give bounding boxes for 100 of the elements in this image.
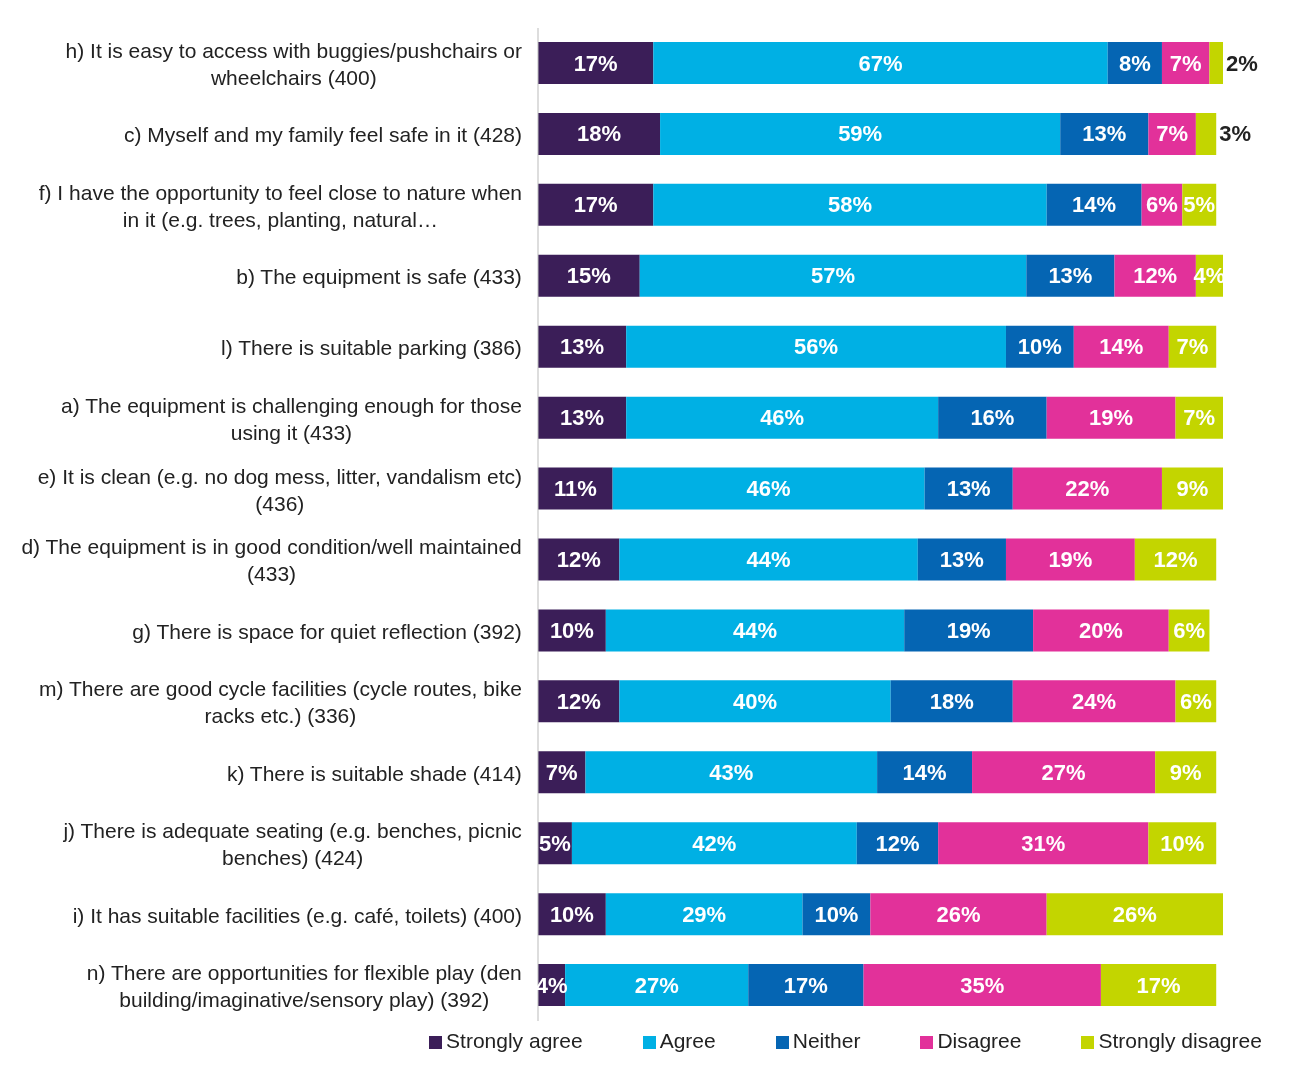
data-label: 13% bbox=[560, 334, 605, 360]
bar bbox=[538, 112, 661, 155]
bar bbox=[748, 964, 864, 1007]
data-label: 5% bbox=[539, 830, 571, 856]
y-tick-label: m) There are good cycle facilities (cycle routes, bike racks etc.) (336) bbox=[39, 676, 522, 727]
bar bbox=[653, 42, 1108, 84]
data-label: 67% bbox=[858, 50, 903, 76]
y-tick-label: b) The equipment is safe (433) bbox=[236, 264, 522, 288]
data-label: 29% bbox=[682, 901, 727, 927]
bar bbox=[1100, 964, 1217, 1007]
bar bbox=[1209, 42, 1223, 84]
data-label: 22% bbox=[1065, 476, 1110, 502]
data-label: 27% bbox=[634, 972, 679, 998]
data-label: 10% bbox=[549, 617, 594, 643]
y-tick-label: c) Myself and my family feel safe in it (428) bbox=[124, 122, 522, 146]
data-label: 44% bbox=[746, 547, 791, 572]
data-label: 7% bbox=[545, 759, 578, 785]
data-label: 26% bbox=[1112, 901, 1157, 927]
data-label: 11% bbox=[553, 476, 597, 502]
data-label: 18% bbox=[577, 121, 622, 147]
data-label: 7% bbox=[1156, 121, 1189, 147]
bar bbox=[538, 183, 654, 226]
y-tick-label: d) The equipment is in good condition/well maintained (433) bbox=[21, 534, 522, 585]
data-label: 46% bbox=[746, 476, 791, 502]
data-label: 14% bbox=[1099, 334, 1144, 360]
data-label: 17% bbox=[573, 192, 618, 218]
data-label: 13% bbox=[1048, 263, 1093, 289]
bar bbox=[1046, 396, 1176, 439]
y-tick-label: g) There is space for quiet reflection (392) bbox=[132, 619, 522, 643]
data-label: 57% bbox=[811, 263, 856, 289]
bar bbox=[1046, 183, 1142, 226]
bar bbox=[938, 396, 1047, 439]
bar bbox=[904, 609, 1034, 652]
data-label: 26% bbox=[936, 901, 981, 927]
data-label: 59% bbox=[838, 121, 883, 147]
bar bbox=[938, 822, 1149, 865]
data-label: 12% bbox=[1133, 263, 1178, 289]
bar bbox=[538, 42, 654, 84]
bar bbox=[612, 467, 925, 510]
bar bbox=[1195, 112, 1217, 155]
data-label: 10% bbox=[549, 901, 594, 927]
data-label: 12% bbox=[556, 688, 601, 714]
bar bbox=[1033, 609, 1169, 652]
bar bbox=[653, 183, 1047, 226]
y-tick-label: k) There is suitable shade (414) bbox=[226, 761, 522, 785]
legend-label: Strongly disagree bbox=[1098, 1029, 1262, 1052]
bar bbox=[1046, 893, 1223, 936]
bar bbox=[660, 112, 1061, 155]
data-label: 17% bbox=[783, 972, 828, 998]
data-label: 16% bbox=[970, 405, 1015, 431]
data-label: 14% bbox=[1072, 192, 1117, 218]
bar bbox=[605, 609, 905, 652]
data-label: 9% bbox=[1169, 759, 1202, 785]
bar bbox=[605, 893, 803, 936]
data-label: 13% bbox=[560, 405, 605, 431]
y-tick-label: e) It is clean (e.g. no dog mess, litter, vandalism etc) (436) bbox=[37, 464, 522, 515]
data-label: 12% bbox=[1153, 547, 1198, 572]
data-label: 5% bbox=[1183, 192, 1216, 218]
data-label: 27% bbox=[1041, 759, 1086, 785]
data-label: 19% bbox=[1089, 405, 1134, 431]
data-label: 17% bbox=[573, 50, 618, 76]
data-label: 58% bbox=[827, 192, 872, 218]
legend-label: Neither bbox=[792, 1029, 861, 1052]
data-label: 12% bbox=[556, 547, 601, 572]
legend-label: Agree bbox=[659, 1029, 716, 1052]
data-label: 8% bbox=[1118, 50, 1151, 76]
data-label: 13% bbox=[946, 476, 991, 502]
data-label: 7% bbox=[1176, 334, 1209, 360]
data-label: 46% bbox=[760, 405, 805, 431]
bar bbox=[626, 325, 1006, 368]
bar bbox=[619, 538, 918, 581]
legend-label: Disagree bbox=[937, 1029, 1022, 1052]
data-label: 19% bbox=[1048, 547, 1093, 572]
data-label: 6% bbox=[1173, 617, 1205, 643]
bar bbox=[571, 822, 857, 865]
y-tick-label: f) I have the opportunity to feel close to nature when in it (e.g. trees, planting, natural… bbox=[38, 180, 523, 231]
bar bbox=[890, 680, 1013, 723]
bar bbox=[1073, 325, 1169, 368]
data-label: 35% bbox=[960, 972, 1005, 998]
bar bbox=[972, 751, 1156, 794]
data-label: 31% bbox=[1021, 830, 1066, 856]
bar bbox=[639, 254, 1027, 297]
data-label: 18% bbox=[929, 688, 974, 714]
data-label: 10% bbox=[1017, 334, 1062, 360]
y-tick-label: j) There is adequate seating (e.g. benches, picnic benches) (424) bbox=[62, 818, 522, 869]
data-label: 40% bbox=[733, 688, 778, 714]
bar bbox=[1005, 538, 1135, 581]
data-label: 14% bbox=[902, 759, 947, 785]
y-tick-label: l) There is suitable parking (386) bbox=[221, 335, 522, 359]
data-label: 13% bbox=[1082, 121, 1127, 147]
data-label: 44% bbox=[733, 617, 778, 643]
y-tick-label: h) It is easy to access with buggies/pushchairs or wheelchairs (400) bbox=[65, 38, 522, 89]
data-label: 24% bbox=[1072, 688, 1117, 714]
bar bbox=[626, 396, 939, 439]
bar bbox=[877, 751, 973, 794]
data-label: 43% bbox=[709, 759, 754, 785]
data-label: 19% bbox=[946, 617, 991, 643]
bar bbox=[870, 893, 1047, 936]
bar bbox=[863, 964, 1101, 1007]
bar bbox=[538, 254, 640, 297]
